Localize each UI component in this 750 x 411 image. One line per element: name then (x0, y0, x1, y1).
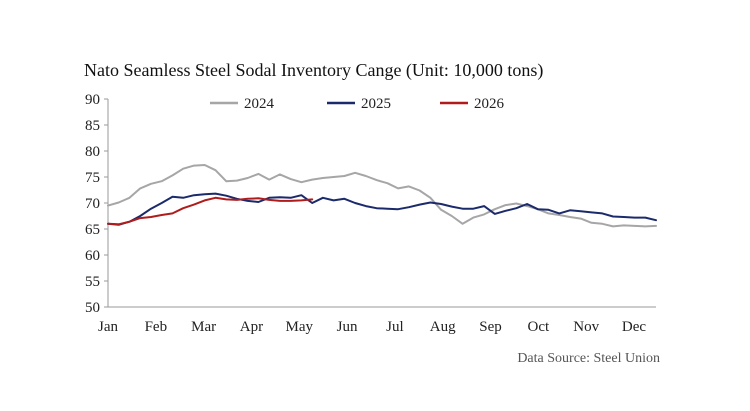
legend-label-2026: 2026 (474, 96, 505, 112)
legend-label-2024: 2024 (244, 96, 275, 112)
x-tick-label: Feb (145, 319, 168, 335)
x-tick-label: Jan (98, 319, 118, 335)
x-tick-label: Jun (337, 319, 358, 335)
legend: 2024 2025 2026 (210, 96, 505, 112)
chart-title: Nato Seamless Steel Sodal Inventory Cang… (84, 60, 543, 81)
series-line-2025 (107, 192, 657, 226)
x-tick-label: Sep (479, 319, 502, 335)
series-line-2026 (107, 196, 314, 226)
legend-label-2025: 2025 (361, 96, 391, 112)
x-tick-label: Apr (240, 319, 263, 335)
y-tick-label: 65 (85, 222, 100, 238)
y-tick-label: 55 (85, 274, 100, 290)
x-tick-label: Jul (386, 319, 404, 335)
data-source-note: Data Source: Steel Union (517, 351, 660, 366)
x-tick-label: Oct (528, 319, 550, 335)
x-tick-label: May (286, 319, 314, 335)
axes: 50 55 60 65 70 75 80 85 90 Jan Feb Mar Apr May Jun Jul A… (85, 92, 656, 335)
x-tick-label: Aug (430, 319, 456, 335)
y-tick-label: 75 (85, 170, 100, 186)
y-tick-label: 70 (85, 196, 100, 212)
y-tick-label: 60 (85, 248, 100, 264)
x-tick-label: Nov (573, 319, 599, 335)
series-group (107, 164, 657, 228)
x-tick-label: Mar (191, 319, 216, 335)
y-tick-label: 50 (85, 300, 100, 316)
x-tick-label: Dec (622, 319, 646, 335)
y-tick-label: 90 (85, 92, 100, 108)
y-tick-label: 85 (85, 118, 100, 134)
series-line-2024 (107, 164, 657, 228)
y-tick-label: 80 (85, 144, 100, 160)
